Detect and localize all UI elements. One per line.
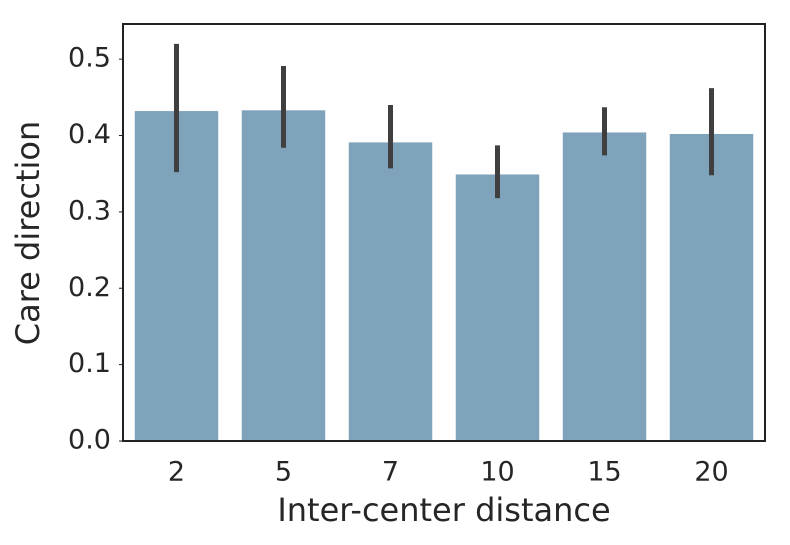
- y-tick-label: 0.3: [68, 195, 111, 226]
- y-axis-label: Care direction: [9, 121, 47, 346]
- y-tick-label: 0.1: [68, 348, 111, 379]
- x-tick-label: 7: [382, 457, 399, 488]
- x-tick-label: 5: [275, 457, 292, 488]
- bar: [241, 110, 326, 442]
- plot-frame: [122, 23, 766, 442]
- bar: [348, 142, 433, 441]
- bar: [562, 132, 647, 441]
- y-tick-label: 0.2: [68, 272, 111, 303]
- y-tick-label: 0.5: [68, 43, 111, 74]
- bar: [669, 133, 754, 441]
- x-axis-label: Inter-center distance: [277, 491, 610, 529]
- x-tick-label: 15: [587, 457, 621, 488]
- y-tick-label: 0.4: [68, 119, 111, 150]
- y-tick-label: 0.0: [68, 425, 111, 456]
- x-tick-label: 10: [480, 457, 514, 488]
- x-tick-label: 20: [694, 457, 728, 488]
- bar: [455, 174, 540, 441]
- x-tick-label: 2: [168, 457, 185, 488]
